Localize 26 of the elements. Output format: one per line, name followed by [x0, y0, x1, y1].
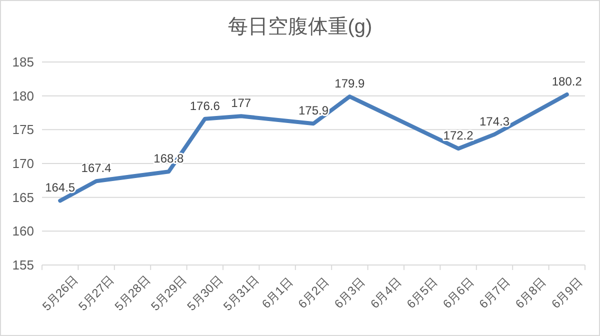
y-tick-label: 155 [12, 258, 34, 272]
y-tick-label: 160 [12, 224, 34, 239]
x-tick-label: 6月8日 [512, 274, 549, 312]
data-label: 176.6 [190, 98, 220, 113]
x-tick-label: 6月9日 [548, 274, 586, 312]
x-tick-label: 6月2日 [295, 274, 332, 312]
x-tick-label: 6月7日 [476, 274, 513, 312]
y-tick-label: 165 [12, 190, 34, 205]
data-label: 177 [231, 96, 252, 110]
data-label: 175.9 [298, 104, 329, 118]
x-tick-label: 6月1日 [259, 274, 296, 312]
data-label: 167.4 [81, 161, 112, 176]
data-label: 174.3 [479, 114, 510, 128]
y-tick-label: 180 [12, 88, 34, 104]
data-label: 164.5 [45, 180, 76, 195]
y-tick-label: 175 [12, 122, 34, 138]
y-tick-label: 170 [12, 156, 34, 171]
x-tick-label: 6月4日 [368, 274, 404, 312]
chart-title: 每日空腹体重(g) [228, 16, 372, 38]
x-tick-label: 6月5日 [404, 274, 440, 312]
data-label: 180.2 [552, 74, 582, 88]
data-label: 179.9 [334, 76, 366, 91]
y-tick-label: 185 [12, 54, 34, 70]
x-tick-label: 6月3日 [332, 274, 368, 312]
data-label: 172.2 [443, 128, 474, 143]
x-tick-label: 6月6日 [440, 274, 476, 312]
